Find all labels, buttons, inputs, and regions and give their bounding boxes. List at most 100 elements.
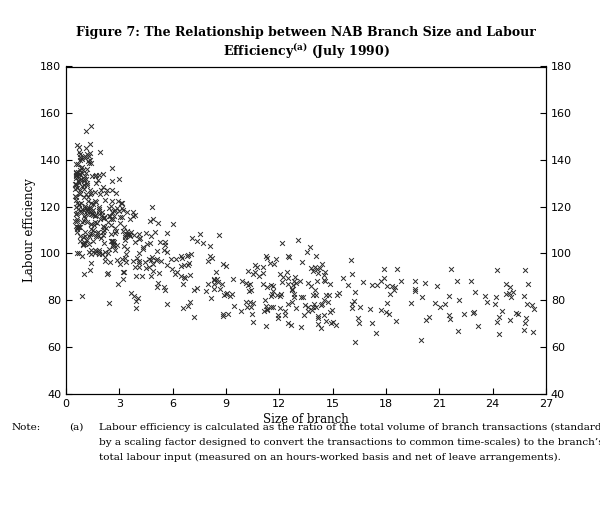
Point bbox=[480, 292, 490, 300]
Point bbox=[146, 256, 156, 264]
Point bbox=[275, 292, 285, 301]
Point bbox=[71, 180, 80, 188]
Point bbox=[134, 263, 144, 271]
Point bbox=[93, 176, 103, 185]
Point bbox=[102, 186, 112, 195]
Point bbox=[110, 206, 120, 214]
Point bbox=[85, 232, 94, 240]
Point bbox=[79, 217, 89, 226]
Point bbox=[114, 206, 124, 215]
Point bbox=[82, 190, 91, 198]
Point bbox=[183, 261, 193, 269]
Point bbox=[262, 305, 272, 314]
Point bbox=[98, 183, 108, 192]
Point bbox=[160, 246, 169, 254]
Point bbox=[452, 277, 461, 286]
Point bbox=[265, 259, 275, 268]
Point bbox=[98, 214, 107, 223]
Point bbox=[82, 236, 92, 245]
Point bbox=[178, 254, 187, 262]
Point bbox=[288, 280, 298, 289]
Point bbox=[192, 284, 202, 293]
Point bbox=[72, 248, 82, 257]
Point bbox=[76, 176, 85, 185]
Point bbox=[90, 172, 100, 180]
Point bbox=[77, 207, 87, 216]
Point bbox=[99, 213, 109, 221]
Point bbox=[287, 298, 296, 306]
Point bbox=[308, 303, 318, 311]
Point bbox=[308, 267, 318, 276]
Point bbox=[86, 204, 95, 212]
Point bbox=[77, 205, 87, 213]
Point bbox=[353, 313, 362, 322]
Point bbox=[113, 204, 122, 213]
Point bbox=[201, 287, 211, 295]
Point bbox=[273, 313, 283, 322]
Point bbox=[195, 230, 205, 238]
Point bbox=[80, 231, 90, 240]
Point bbox=[74, 179, 84, 187]
Point bbox=[74, 168, 83, 176]
Point bbox=[152, 255, 161, 263]
Point bbox=[77, 155, 86, 163]
Point bbox=[119, 268, 129, 276]
Point bbox=[221, 262, 231, 270]
Point bbox=[106, 221, 115, 229]
Point bbox=[246, 303, 256, 311]
Point bbox=[77, 218, 86, 226]
Point bbox=[283, 300, 293, 308]
Point bbox=[116, 260, 125, 268]
Point bbox=[321, 317, 331, 326]
Point bbox=[317, 260, 327, 269]
Point bbox=[325, 291, 334, 300]
Point bbox=[244, 267, 253, 275]
Point bbox=[81, 143, 91, 152]
Point bbox=[80, 172, 90, 180]
Text: Note:: Note: bbox=[12, 423, 41, 432]
Point bbox=[241, 298, 251, 306]
Point bbox=[528, 328, 538, 336]
Point bbox=[73, 160, 83, 169]
Point bbox=[492, 266, 502, 275]
Point bbox=[248, 318, 257, 326]
Point bbox=[454, 295, 464, 304]
Point bbox=[354, 319, 364, 328]
Point bbox=[134, 259, 143, 267]
Point bbox=[90, 197, 100, 205]
Point bbox=[258, 279, 268, 288]
Point bbox=[312, 277, 322, 285]
Point bbox=[121, 257, 131, 266]
Point bbox=[172, 268, 181, 276]
Point bbox=[376, 306, 386, 314]
Point bbox=[311, 290, 321, 299]
Point bbox=[278, 239, 287, 247]
Point bbox=[92, 218, 101, 227]
Point bbox=[120, 232, 130, 241]
Point bbox=[82, 207, 92, 215]
Point bbox=[137, 272, 146, 280]
Point bbox=[198, 239, 208, 247]
Point bbox=[169, 220, 178, 228]
Point bbox=[230, 302, 239, 310]
Point bbox=[421, 316, 430, 325]
Point bbox=[88, 200, 97, 209]
Point bbox=[104, 203, 113, 212]
Point bbox=[410, 287, 419, 295]
Point bbox=[110, 223, 119, 232]
Point bbox=[262, 252, 271, 261]
Point bbox=[289, 290, 299, 298]
Point bbox=[85, 140, 95, 149]
Point bbox=[126, 288, 136, 297]
Point bbox=[71, 171, 80, 180]
Point bbox=[145, 217, 155, 225]
Point bbox=[469, 307, 479, 316]
Point bbox=[350, 337, 360, 346]
Point bbox=[98, 228, 107, 237]
Point bbox=[154, 269, 164, 277]
Point bbox=[319, 311, 328, 319]
Point bbox=[319, 296, 328, 304]
Point bbox=[74, 201, 83, 209]
Point bbox=[84, 151, 94, 160]
Point bbox=[74, 147, 83, 156]
